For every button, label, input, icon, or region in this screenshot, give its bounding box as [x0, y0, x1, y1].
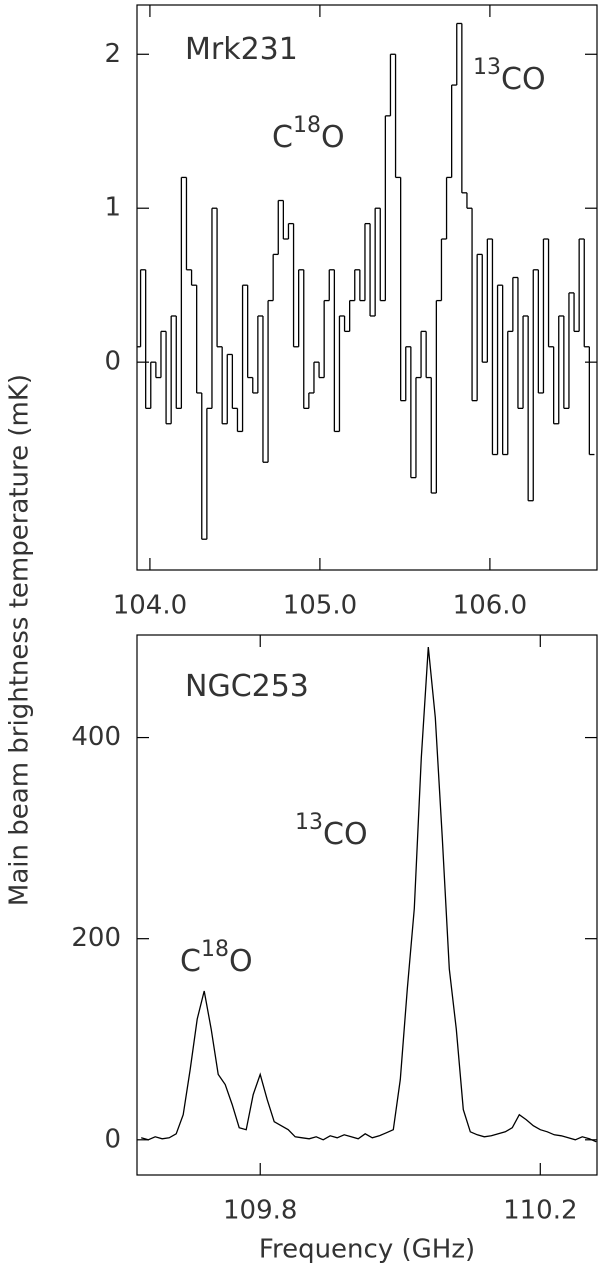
annotation-text: O [229, 944, 253, 979]
annotation-superscript: 18 [201, 937, 229, 962]
annotation: NGC253 [185, 669, 309, 704]
x-tick-label: 109.8 [223, 1196, 297, 1226]
annotation-text: NGC253 [185, 669, 309, 704]
x-tick-label: 106.0 [453, 591, 527, 621]
x-tick-label: 110.2 [503, 1196, 577, 1226]
y-tick-label: 0 [104, 1124, 121, 1154]
annotation-superscript: 13 [473, 55, 501, 80]
y-tick-label: 1 [104, 193, 121, 223]
annotation-superscript: 13 [295, 810, 323, 835]
plot-frame [136, 4, 598, 571]
plot-frame [136, 634, 598, 1176]
y-axis-label: Main beam brightness temperature (mK) [5, 374, 35, 906]
spectrum [141, 647, 597, 1143]
annotation-superscript: 18 [293, 113, 321, 138]
annotation-text: C [180, 944, 201, 979]
annotation-text: CO [323, 817, 368, 852]
x-axis-label: Frequency (GHz) [259, 1235, 475, 1265]
y-tick-label: 2 [104, 39, 121, 69]
annotation-text: CO [501, 62, 546, 97]
annotation: 13CO [295, 810, 368, 852]
x-tick-label: 105.0 [283, 591, 357, 621]
y-tick-label: 200 [71, 923, 121, 953]
annotation: C18O [180, 937, 253, 979]
annotation-text: C [272, 120, 293, 155]
annotation-text: Mrk231 [185, 32, 298, 67]
y-tick-label: 0 [104, 347, 121, 377]
annotation: 13CO [473, 55, 546, 97]
annotation-text: O [321, 120, 345, 155]
annotation: Mrk231 [185, 32, 298, 67]
x-tick-label: 104.0 [113, 591, 187, 621]
y-tick-label: 400 [71, 722, 121, 752]
annotation: C18O [272, 113, 345, 155]
